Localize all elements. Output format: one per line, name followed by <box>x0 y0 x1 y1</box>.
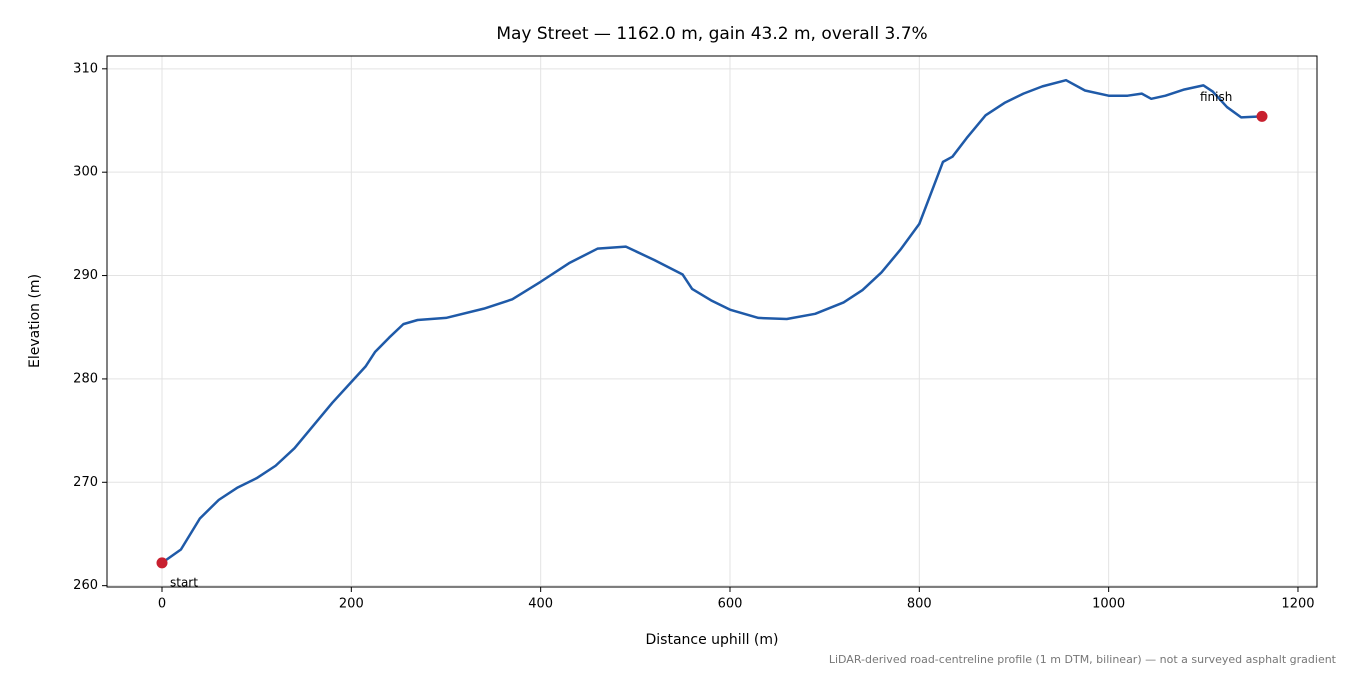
y-tick-label: 310 <box>73 61 98 76</box>
x-tick-label: 200 <box>339 597 364 612</box>
y-tick-label: 270 <box>73 475 98 490</box>
marker-label: finish <box>1200 90 1232 104</box>
profile-line <box>161 78 1263 564</box>
x-tick-label: 0 <box>158 597 166 612</box>
chart-title: May Street — 1162.0 m, gain 43.2 m, over… <box>496 24 927 44</box>
y-tick-label: 290 <box>73 268 98 283</box>
x-tick-label: 400 <box>528 597 553 612</box>
y-axis-label: Elevation (m) <box>27 274 43 368</box>
x-tick-label: 600 <box>718 597 743 612</box>
marker-label: start <box>170 575 198 589</box>
x-tick-label: 1000 <box>1092 597 1125 612</box>
end-marker <box>1256 110 1268 122</box>
x-tick-label: 1200 <box>1281 597 1314 612</box>
y-tick-label: 260 <box>73 578 98 593</box>
footnote: LiDAR-derived road-centreline profile (1… <box>829 653 1337 666</box>
end-marker <box>156 557 168 569</box>
x-axis-label: Distance uphill (m) <box>646 632 779 648</box>
plot-frame <box>106 55 1318 588</box>
y-tick-label: 280 <box>73 371 98 386</box>
y-tick-label: 300 <box>73 165 98 180</box>
x-tick-label: 800 <box>907 597 932 612</box>
